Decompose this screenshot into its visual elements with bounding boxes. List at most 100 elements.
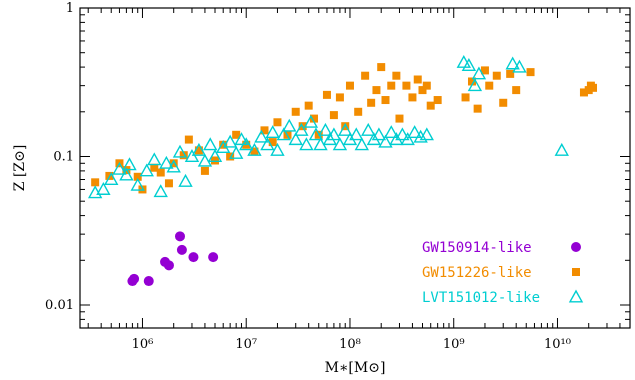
data-point (169, 159, 178, 168)
data-point (200, 166, 209, 175)
y-tick-label: 0.01 (45, 298, 74, 313)
legend-item: GW150914-like (422, 240, 581, 256)
data-point (308, 127, 324, 141)
data-point (130, 177, 145, 191)
data-point (150, 163, 159, 172)
data-point (304, 101, 313, 110)
data-point (232, 130, 241, 139)
legend-label: LVT151012-like (422, 290, 540, 306)
data-point (153, 184, 168, 198)
data-point (400, 132, 415, 146)
data-point (239, 137, 254, 151)
data-point (367, 98, 376, 107)
data-point (303, 114, 319, 128)
data-point (228, 145, 244, 159)
data-point (164, 179, 173, 188)
data-point (413, 75, 422, 84)
data-point (91, 178, 100, 187)
data-point (178, 173, 193, 187)
data-point (156, 168, 165, 177)
data-point (288, 132, 303, 146)
data-point (372, 86, 381, 95)
data-point (326, 127, 342, 141)
data-points (87, 54, 598, 287)
x-tick-label: 10¹⁰ (544, 337, 571, 352)
data-point (377, 63, 386, 72)
data-point (512, 86, 521, 95)
data-point (392, 71, 401, 80)
data-point (361, 71, 370, 80)
data-point (87, 185, 103, 199)
data-point (112, 161, 127, 175)
legend: GW150914-like GW151226-like LVT151012-like (422, 240, 584, 306)
data-point (422, 81, 431, 90)
data-point (247, 142, 262, 156)
data-point (96, 182, 111, 195)
data-point (163, 260, 174, 271)
data-point (122, 157, 137, 171)
data-point (407, 125, 422, 139)
data-point (147, 152, 162, 166)
data-point (419, 127, 434, 141)
data-point (260, 137, 275, 151)
x-tick-label: 10⁶ (132, 337, 154, 352)
data-point (461, 93, 470, 102)
data-point (309, 114, 318, 123)
data-point (250, 147, 259, 156)
data-point (203, 137, 218, 151)
data-point (268, 138, 277, 147)
data-point (184, 135, 193, 144)
data-point (485, 81, 494, 90)
data-point (119, 167, 134, 181)
series-gw151226-like (91, 63, 598, 194)
data-point (208, 252, 219, 263)
data-point (322, 90, 331, 99)
data-point (335, 93, 344, 102)
data-point (384, 125, 399, 139)
data-point (361, 122, 376, 136)
data-point (197, 153, 213, 167)
data-point (143, 276, 154, 287)
data-point (207, 149, 223, 162)
data-point (291, 107, 300, 116)
data-point (395, 114, 404, 123)
data-point (471, 66, 487, 80)
data-point (226, 152, 235, 161)
data-point (526, 68, 535, 77)
series-gw150914-like (127, 231, 219, 287)
data-point (176, 244, 187, 255)
data-point (299, 137, 314, 151)
legend-label: GW150914-like (422, 240, 532, 256)
data-point (506, 69, 515, 78)
data-point (129, 273, 140, 284)
data-point (492, 71, 501, 80)
data-point (584, 86, 593, 95)
data-point (371, 127, 387, 141)
data-point (413, 129, 428, 143)
data-point (426, 101, 435, 110)
plot-frame (79, 7, 631, 329)
data-point (318, 122, 333, 136)
data-point (589, 83, 598, 92)
data-point (354, 107, 363, 116)
data-point (270, 142, 285, 156)
data-point (172, 144, 188, 158)
data-point (254, 129, 269, 143)
data-point (191, 142, 207, 156)
data-point (418, 86, 427, 95)
data-point (210, 156, 219, 165)
data-point (378, 134, 393, 148)
data-point (467, 78, 483, 92)
x-tick-label: 10⁸ (339, 337, 361, 352)
data-point (408, 93, 417, 102)
data-point (354, 137, 369, 151)
data-point (579, 88, 588, 97)
data-point (276, 127, 291, 141)
data-point (194, 146, 203, 155)
data-point (395, 127, 410, 141)
data-point (265, 125, 280, 139)
legend-marker (571, 242, 581, 252)
data-point (338, 122, 353, 136)
data-point (282, 118, 297, 132)
